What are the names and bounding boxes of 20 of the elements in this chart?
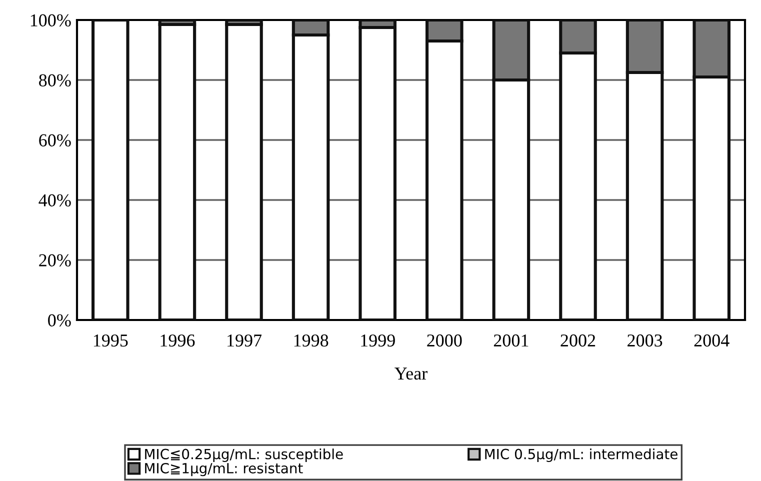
y-tick-label: 80% xyxy=(39,74,71,86)
y-tick-label: 60% xyxy=(39,134,71,146)
x-tick-label: 2001 xyxy=(494,334,528,347)
x-tick-label: 2004 xyxy=(694,334,730,347)
x-tick-label: 1998 xyxy=(294,334,328,347)
x-tick-label: 2000 xyxy=(427,334,462,347)
x-tick-label: 1999 xyxy=(361,334,395,347)
y-tick-label: 40% xyxy=(38,194,71,206)
x-tick-label: 2002 xyxy=(560,334,596,347)
x-tick-label: 1997 xyxy=(228,334,262,347)
legend-label: MIC≦0.25μg/mL: susceptible xyxy=(145,448,343,462)
y-tick-label: 0% xyxy=(48,314,71,326)
x-tick-label: 2003 xyxy=(628,334,662,347)
legend-label: MIC 0.5μg/mL: intermediate xyxy=(485,448,678,462)
x-axis-title: Year xyxy=(394,368,428,380)
y-tick-label: 20% xyxy=(39,254,71,266)
x-tick-label: 1996 xyxy=(160,334,195,347)
x-tick-label: 1995 xyxy=(94,334,128,347)
legend-label: MIC≧1μg/mL: resistant xyxy=(145,462,303,476)
y-tick-label: 100% xyxy=(30,14,71,26)
